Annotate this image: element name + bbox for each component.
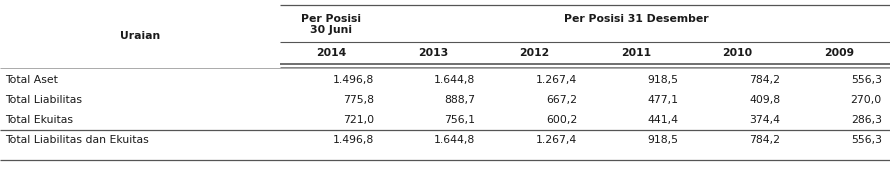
Text: 556,3: 556,3 xyxy=(851,135,882,145)
Text: 918,5: 918,5 xyxy=(648,135,679,145)
Text: 775,8: 775,8 xyxy=(343,95,374,105)
Text: 1.644,8: 1.644,8 xyxy=(434,75,475,85)
Text: 30 Juni: 30 Juni xyxy=(310,25,352,35)
Text: 721,0: 721,0 xyxy=(343,115,374,125)
Text: 374,4: 374,4 xyxy=(749,115,781,125)
Text: Total Liabilitas: Total Liabilitas xyxy=(5,95,82,105)
Text: 1.267,4: 1.267,4 xyxy=(536,75,577,85)
Text: 270,0: 270,0 xyxy=(851,95,882,105)
Text: Total Liabilitas dan Ekuitas: Total Liabilitas dan Ekuitas xyxy=(5,135,149,145)
Text: 600,2: 600,2 xyxy=(546,115,577,125)
Text: 918,5: 918,5 xyxy=(648,75,679,85)
Text: Total Ekuitas: Total Ekuitas xyxy=(5,115,73,125)
Text: 409,8: 409,8 xyxy=(749,95,781,105)
Text: 2014: 2014 xyxy=(316,48,346,58)
Text: Total Aset: Total Aset xyxy=(5,75,58,85)
Text: 2012: 2012 xyxy=(519,48,549,58)
Text: 2010: 2010 xyxy=(723,48,753,58)
Text: Per Posisi 31 Desember: Per Posisi 31 Desember xyxy=(563,14,708,24)
Text: 667,2: 667,2 xyxy=(546,95,577,105)
Text: 1.644,8: 1.644,8 xyxy=(434,135,475,145)
Text: 441,4: 441,4 xyxy=(648,115,679,125)
Text: 2013: 2013 xyxy=(417,48,448,58)
Text: 888,7: 888,7 xyxy=(444,95,475,105)
Text: 2011: 2011 xyxy=(621,48,651,58)
Text: 1.496,8: 1.496,8 xyxy=(333,135,374,145)
Text: 477,1: 477,1 xyxy=(648,95,679,105)
Text: 756,1: 756,1 xyxy=(444,115,475,125)
Text: 784,2: 784,2 xyxy=(749,75,781,85)
Text: 2009: 2009 xyxy=(824,48,854,58)
Text: Per Posisi: Per Posisi xyxy=(301,14,361,24)
Text: 556,3: 556,3 xyxy=(851,75,882,85)
Text: 286,3: 286,3 xyxy=(851,115,882,125)
Text: Uraian: Uraian xyxy=(120,31,160,41)
Text: 784,2: 784,2 xyxy=(749,135,781,145)
Text: 1.267,4: 1.267,4 xyxy=(536,135,577,145)
Text: 1.496,8: 1.496,8 xyxy=(333,75,374,85)
